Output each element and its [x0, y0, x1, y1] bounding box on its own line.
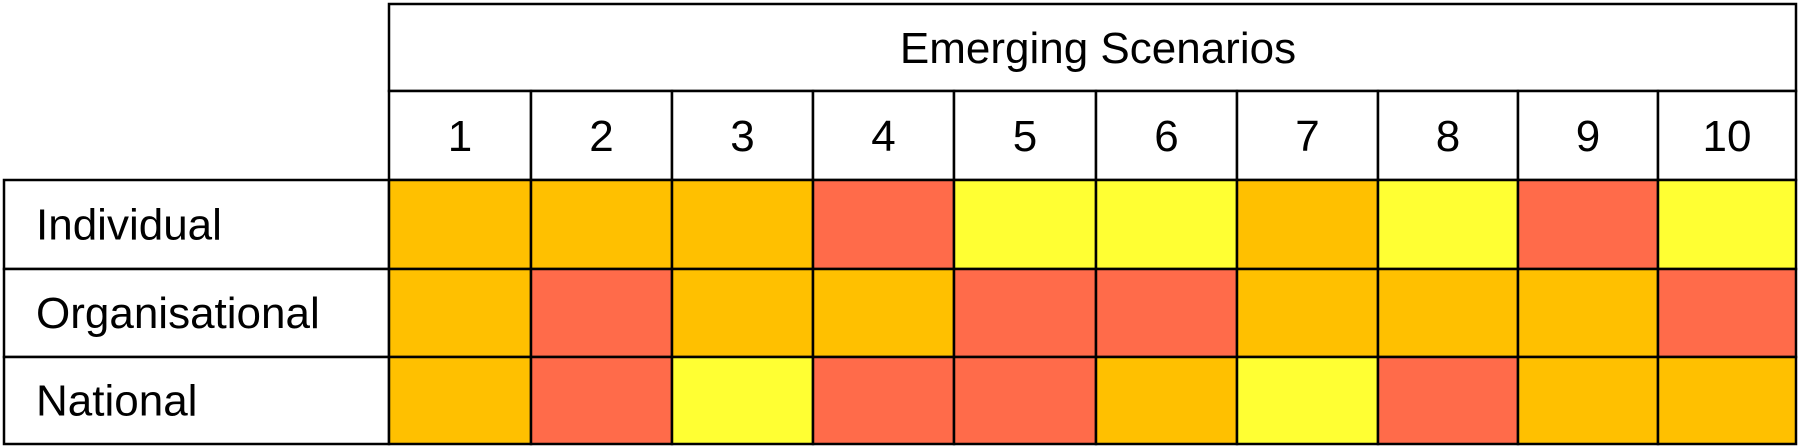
heatmap-cell-individual-2	[529, 178, 674, 271]
column-label-4: 4	[871, 112, 895, 161]
heatmap-cell-organisational-3	[670, 267, 815, 359]
column-label-5: 5	[1013, 112, 1037, 161]
heatmap-cell-national-10	[1656, 355, 1798, 446]
heatmap-cell-national-8	[1376, 355, 1520, 446]
chart-title: Emerging Scenarios	[900, 24, 1296, 73]
column-label-9: 9	[1576, 112, 1600, 161]
heatmap-cell-national-6	[1094, 355, 1239, 446]
heatmap-cell-national-1	[387, 355, 533, 446]
column-label-7: 7	[1295, 112, 1319, 161]
column-header-cell-9	[1516, 89, 1660, 182]
heatmap-cell-individual-3	[670, 178, 815, 271]
heatmap-cell-national-2	[529, 355, 674, 446]
row-label-organisational: Organisational	[36, 289, 320, 338]
heatmap-cell-organisational-5	[952, 267, 1098, 359]
column-label-10: 10	[1703, 112, 1752, 161]
heatmap-cell-organisational-1	[387, 267, 533, 359]
heatmap-cell-individual-8	[1376, 178, 1520, 271]
heatmap-cell-individual-5	[952, 178, 1098, 271]
heatmap-cell-individual-4	[811, 178, 956, 271]
heatmap-cell-national-4	[811, 355, 956, 446]
row-header-cell-national	[2, 355, 391, 446]
heatmap-cell-individual-6	[1094, 178, 1239, 271]
column-label-1: 1	[448, 112, 472, 161]
column-label-8: 8	[1436, 112, 1460, 161]
heatmap-cell-organisational-2	[529, 267, 674, 359]
heatmap-cell-individual-7	[1235, 178, 1380, 271]
heatmap-cell-organisational-7	[1235, 267, 1380, 359]
heatmap-cell-organisational-8	[1376, 267, 1520, 359]
column-header-cell-10	[1656, 89, 1798, 182]
heatmap-cell-organisational-4	[811, 267, 956, 359]
heatmap-cell-individual-9	[1516, 178, 1660, 271]
heatmap-cell-individual-10	[1656, 178, 1798, 271]
title-frame	[387, 2, 1798, 93]
column-label-2: 2	[589, 112, 613, 161]
heatmap-cell-organisational-9	[1516, 267, 1660, 359]
row-label-national: National	[36, 377, 197, 426]
row-header-cell-individual	[2, 178, 391, 271]
column-label-6: 6	[1154, 112, 1178, 161]
column-label-3: 3	[730, 112, 754, 161]
column-header-cell-5	[952, 89, 1098, 182]
heatmap-cell-national-7	[1235, 355, 1380, 446]
row-label-individual: Individual	[36, 201, 222, 250]
heatmap-cell-national-5	[952, 355, 1098, 446]
heatmap-cell-national-9	[1516, 355, 1660, 446]
heatmap-cell-organisational-6	[1094, 267, 1239, 359]
column-header-cell-1	[387, 89, 533, 182]
column-header-cell-7	[1235, 89, 1380, 182]
heatmap-cell-organisational-10	[1656, 267, 1798, 359]
heatmap-cell-national-3	[670, 355, 815, 446]
heatmap-cell-individual-1	[387, 178, 533, 271]
